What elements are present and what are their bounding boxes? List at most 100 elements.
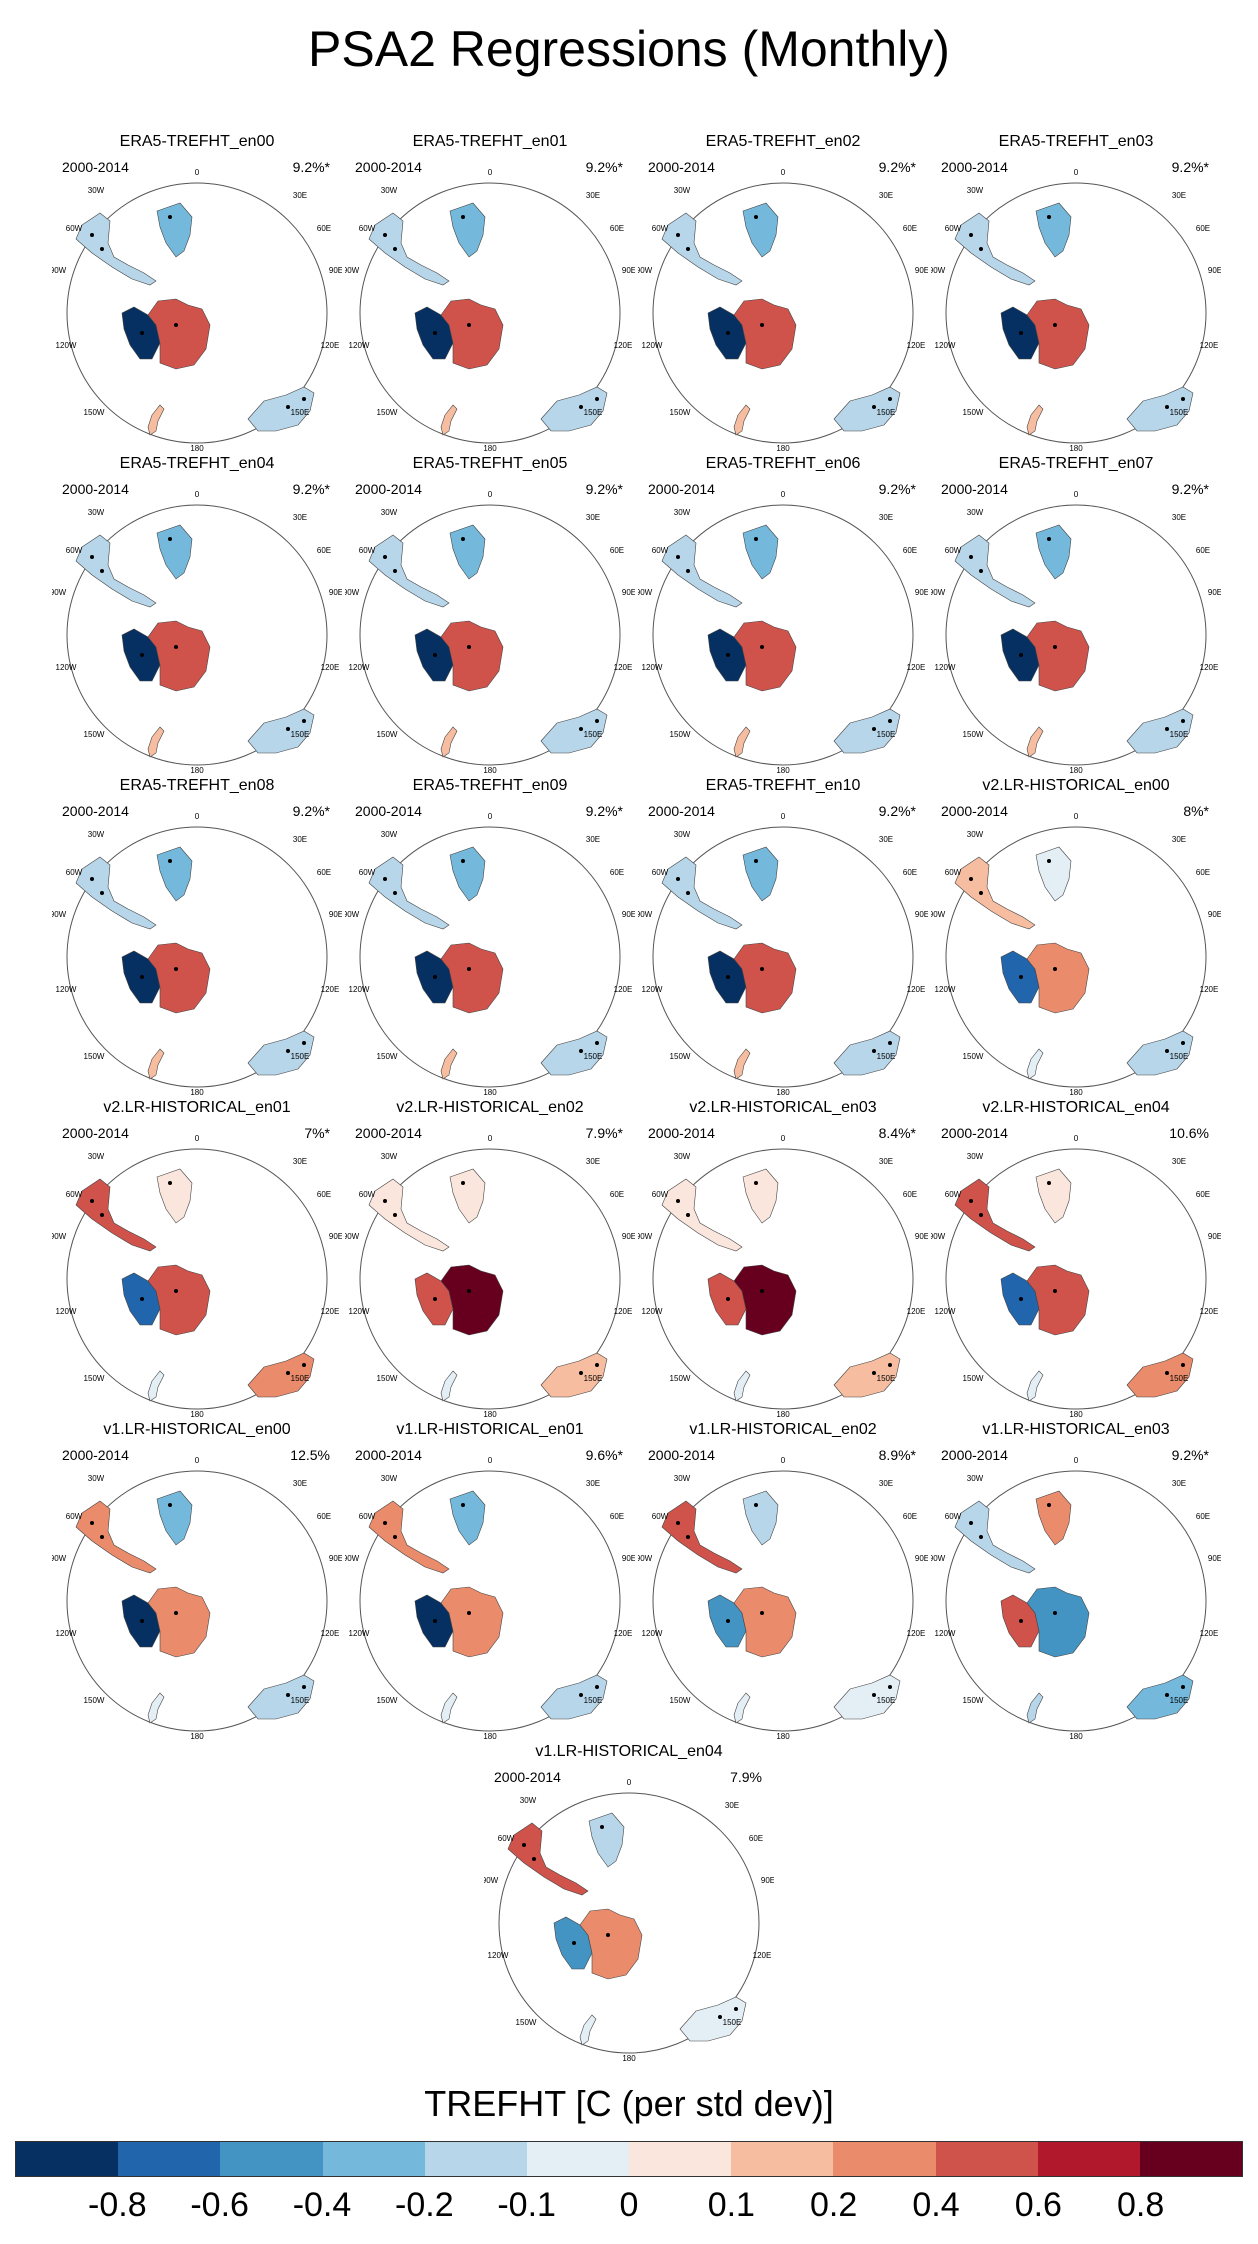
significance-dot xyxy=(686,1535,690,1539)
new-zealand-region xyxy=(147,1370,165,1402)
polar-map: 0 30E 60E 90E 120E 150E 180 150W 120W 90W 60W 30W xyxy=(931,812,1221,1097)
africa-region xyxy=(742,846,779,902)
significance-dot xyxy=(461,215,465,219)
longitude-label: 30W xyxy=(674,830,691,839)
longitude-label: 150W xyxy=(84,408,105,417)
longitude-label: 180 xyxy=(776,1732,790,1741)
south-america-region xyxy=(661,856,743,930)
significance-dot xyxy=(726,1297,730,1301)
longitude-label: 30W xyxy=(381,830,398,839)
panel-variance-percent: 7.9% xyxy=(730,1769,762,1785)
longitude-label: 150W xyxy=(670,730,691,739)
significance-dot xyxy=(760,967,764,971)
longitude-label: 90W xyxy=(345,1554,360,1563)
panel-period: 2000-2014 xyxy=(941,159,1008,175)
longitude-label: 30E xyxy=(586,1479,600,1488)
significance-dot xyxy=(718,2015,722,2019)
longitude-label: 30E xyxy=(293,191,307,200)
longitude-label: 60W xyxy=(652,1190,669,1199)
longitude-label: 150E xyxy=(723,2018,742,2027)
polar-map: 0 30E 60E 90E 120E 150E 180 150W 120W 90W 60W 30W xyxy=(52,490,342,775)
significance-dot xyxy=(979,247,983,251)
polar-map: 0 30E 60E 90E 120E 150E 180 150W 120W 90W 60W 30W xyxy=(931,1456,1221,1741)
longitude-label: 30E xyxy=(879,513,893,522)
antarctica-east-region xyxy=(733,942,797,1014)
longitude-label: 180 xyxy=(1069,1410,1083,1419)
map-panel: ERA5-TREFHT_en01 2000-2014 9.2%* 0 30E 60E 90E… xyxy=(345,133,635,453)
longitude-label: 90E xyxy=(622,910,635,919)
significance-dot xyxy=(1165,1049,1169,1053)
significance-dot xyxy=(1047,537,1051,541)
longitude-label: 90W xyxy=(52,588,67,597)
new-zealand-region xyxy=(1026,1048,1044,1080)
colorbar-swatch xyxy=(731,2142,834,2176)
panel-title: ERA5-TREFHT_en10 xyxy=(705,777,861,794)
significance-dot xyxy=(872,1049,876,1053)
longitude-label: 60W xyxy=(945,546,962,555)
longitude-label: 0 xyxy=(488,1134,493,1143)
panel-period: 2000-2014 xyxy=(355,803,422,819)
significance-dot xyxy=(969,877,973,881)
significance-dot xyxy=(1047,859,1051,863)
longitude-label: 30W xyxy=(967,186,984,195)
colorbar-tick-label: -0.8 xyxy=(88,2186,147,2224)
longitude-label: 120E xyxy=(321,341,340,350)
longitude-label: 90W xyxy=(345,266,360,275)
longitude-label: 30E xyxy=(879,191,893,200)
longitude-label: 150W xyxy=(377,408,398,417)
significance-dot xyxy=(1165,405,1169,409)
antarctica-east-region xyxy=(579,1908,643,1980)
polar-map: 0 30E 60E 90E 120E 150E 180 150W 120W 90W 60W 30W xyxy=(345,812,635,1097)
colorbar-swatch xyxy=(424,2142,527,2176)
antarctica-east-region xyxy=(147,298,211,370)
longitude-label: 30W xyxy=(88,830,105,839)
significance-dot xyxy=(754,1181,758,1185)
longitude-label: 0 xyxy=(488,168,493,177)
panel-period: 2000-2014 xyxy=(355,1125,422,1141)
africa-region xyxy=(449,524,486,580)
longitude-label: 180 xyxy=(1069,1732,1083,1741)
longitude-label: 60E xyxy=(1196,868,1210,877)
antarctica-east-region xyxy=(147,942,211,1014)
longitude-label: 90E xyxy=(329,266,342,275)
longitude-label: 60E xyxy=(610,1512,624,1521)
significance-dot xyxy=(433,1619,437,1623)
polar-map: 0 30E 60E 90E 120E 150E 180 150W 120W 90W 60W 30W xyxy=(52,1456,342,1741)
map-panel: ERA5-TREFHT_en02 2000-2014 9.2%* 0 30E 60E 90E… xyxy=(638,133,928,453)
significance-dot xyxy=(600,1825,604,1829)
longitude-label: 90W xyxy=(52,1554,67,1563)
africa-region xyxy=(156,846,193,902)
significance-dot xyxy=(888,397,892,401)
polar-map: 0 30E 60E 90E 120E 150E 180 150W 120W 90W 60W 30W xyxy=(638,168,928,453)
significance-dot xyxy=(1019,1619,1023,1623)
longitude-label: 90E xyxy=(329,588,342,597)
longitude-label: 180 xyxy=(190,444,204,453)
longitude-label: 90W xyxy=(638,266,653,275)
longitude-label: 120W xyxy=(935,663,956,672)
longitude-label: 120E xyxy=(753,1951,772,1960)
longitude-label: 30E xyxy=(1172,191,1186,200)
figure-title: PSA2 Regressions (Monthly) xyxy=(308,21,950,77)
longitude-label: 60W xyxy=(66,224,83,233)
map-panel: v1.LR-HISTORICAL_en01 2000-2014 9.6%* 0 30E 6… xyxy=(345,1421,635,1741)
longitude-label: 180 xyxy=(483,444,497,453)
longitude-label: 120W xyxy=(56,1307,77,1316)
significance-dot xyxy=(1181,1041,1185,1045)
longitude-label: 120E xyxy=(614,1629,633,1638)
longitude-label: 30W xyxy=(88,508,105,517)
panel-title: v1.LR-HISTORICAL_en01 xyxy=(396,1421,584,1438)
australia-region xyxy=(540,386,608,432)
longitude-label: 30W xyxy=(88,186,105,195)
antarctica-east-region xyxy=(440,1264,504,1336)
panel-title: ERA5-TREFHT_en03 xyxy=(998,133,1154,150)
significance-dot xyxy=(90,1199,94,1203)
colorbar-tick-label: -0.4 xyxy=(292,2186,352,2224)
significance-dot xyxy=(1181,1363,1185,1367)
longitude-label: 60W xyxy=(652,1512,669,1521)
australia-region xyxy=(1126,1352,1194,1398)
longitude-label: 120E xyxy=(614,341,633,350)
map-panel: v1.LR-HISTORICAL_en04 2000-2014 7.9% 0 30E 60… xyxy=(484,1743,774,2063)
longitude-label: 30W xyxy=(674,508,691,517)
longitude-label: 60W xyxy=(652,868,669,877)
panel-variance-percent: 8.9%* xyxy=(878,1447,916,1463)
